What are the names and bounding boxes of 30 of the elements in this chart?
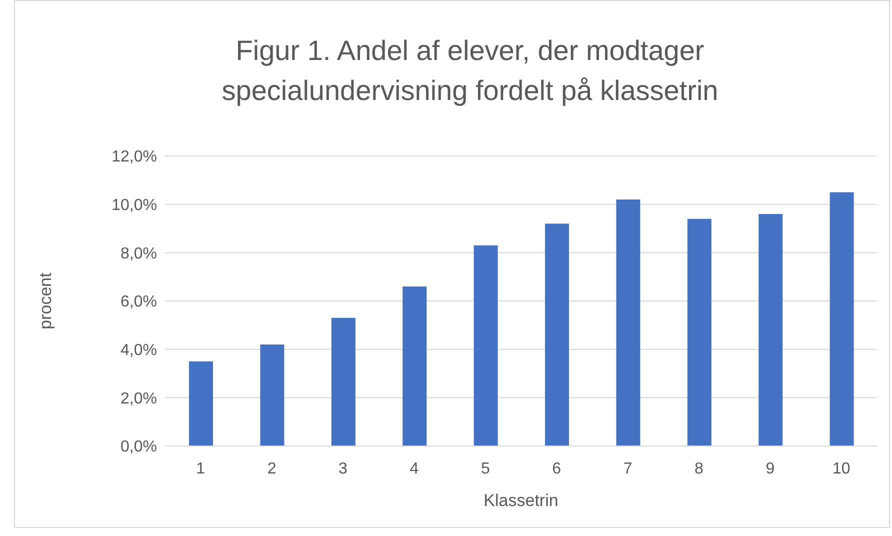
bar [616, 200, 640, 446]
x-tick-label: 5 [480, 460, 490, 478]
y-tick-label: 2,0% [120, 390, 157, 408]
x-tick-label: 6 [552, 460, 562, 478]
bar [474, 245, 498, 446]
y-tick-label: 12,0% [112, 148, 157, 166]
chart-title: Figur 1. Andel af elever, der modtager specialundervisning fordelt på klassetrin [220, 34, 720, 108]
y-tick-label: 10,0% [112, 197, 157, 214]
bar [189, 361, 213, 446]
x-tick-label: 4 [410, 460, 419, 478]
x-tick-label: 3 [338, 460, 348, 478]
bar [331, 318, 356, 446]
y-tick-label: 6,0% [120, 294, 157, 311]
bar [260, 344, 284, 446]
y-tick-label: 0,0% [120, 438, 157, 456]
bar [758, 214, 783, 446]
x-tick-label: 10 [832, 460, 850, 478]
x-tick-label: 7 [623, 460, 632, 478]
y-axis-title: procent [36, 272, 56, 330]
x-tick-label: 8 [694, 460, 704, 478]
bar [687, 218, 712, 446]
bar [830, 192, 854, 446]
bar [402, 286, 427, 446]
x-tick-label: 2 [267, 460, 276, 478]
x-axis-title: Klassetrin [484, 491, 558, 510]
bar [545, 224, 569, 446]
y-tick-label: 8,0% [120, 245, 157, 262]
y-tick-label: 4,0% [120, 342, 157, 360]
x-tick-label: 9 [766, 460, 775, 478]
x-tick-label: 1 [196, 460, 206, 478]
